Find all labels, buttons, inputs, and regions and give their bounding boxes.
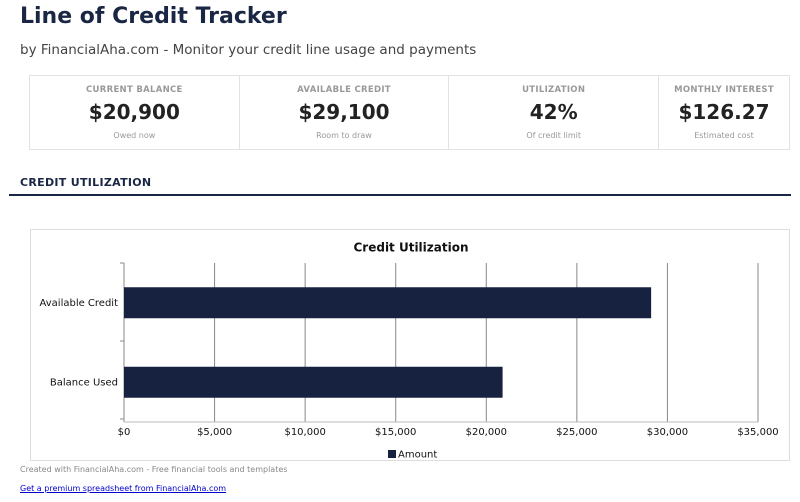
subtitle: by FinancialAha.com - Monitor your credi… bbox=[20, 42, 477, 58]
bar bbox=[124, 287, 652, 319]
card-value: 42% bbox=[529, 100, 578, 124]
y-tick-label: Available Credit bbox=[39, 298, 118, 309]
legend-swatch bbox=[388, 450, 396, 458]
card: UTILIZATION 42% Of credit limit bbox=[449, 76, 660, 149]
x-tick-label: $5,000 bbox=[197, 427, 232, 438]
y-tick-label: Balance Used bbox=[50, 377, 118, 388]
card: CURRENT BALANCE $20,900 Owed now bbox=[30, 76, 240, 149]
page-title: Line of Credit Tracker bbox=[20, 4, 287, 29]
legend-label: Amount bbox=[398, 450, 437, 461]
x-tick-label: $0 bbox=[118, 427, 131, 438]
card-label: MONTHLY INTEREST bbox=[674, 85, 774, 95]
bar bbox=[124, 366, 503, 398]
x-tick-label: $20,000 bbox=[466, 427, 507, 438]
card-label: CURRENT BALANCE bbox=[86, 85, 183, 95]
card-label: AVAILABLE CREDIT bbox=[297, 85, 391, 95]
card-note: Room to draw bbox=[316, 131, 372, 140]
card-note: Owed now bbox=[113, 131, 156, 140]
card-value: $20,900 bbox=[88, 100, 180, 124]
section-title: CREDIT UTILIZATION bbox=[20, 176, 152, 189]
card-note: Of credit limit bbox=[526, 131, 582, 140]
card-note: Estimated cost bbox=[694, 131, 754, 140]
footer-link[interactable]: Get a premium spreadsheet from Financial… bbox=[20, 484, 227, 493]
card-value: $126.27 bbox=[678, 100, 770, 124]
section-rule bbox=[9, 194, 791, 196]
summary-cards: CURRENT BALANCE $20,900 Owed now AVAILABLE… bbox=[29, 75, 790, 150]
chart-title: Credit Utilization bbox=[353, 241, 468, 255]
footer-note: Created with FinancialAha.com - Free fin… bbox=[20, 465, 288, 474]
x-tick-label: $35,000 bbox=[737, 427, 778, 438]
x-tick-label: $15,000 bbox=[375, 427, 416, 438]
x-tick-label: $30,000 bbox=[647, 427, 688, 438]
card: MONTHLY INTEREST $126.27 Estimated cost bbox=[659, 76, 789, 149]
card-label: UTILIZATION bbox=[522, 85, 586, 95]
chart: Credit Utilization $0 $5,000 $10,000 $15,00… bbox=[30, 229, 790, 461]
x-tick-label: $10,000 bbox=[284, 427, 325, 438]
card: AVAILABLE CREDIT $29,100 Room to draw bbox=[240, 76, 450, 149]
card-value: $29,100 bbox=[298, 100, 390, 124]
x-tick-label: $25,000 bbox=[556, 427, 597, 438]
